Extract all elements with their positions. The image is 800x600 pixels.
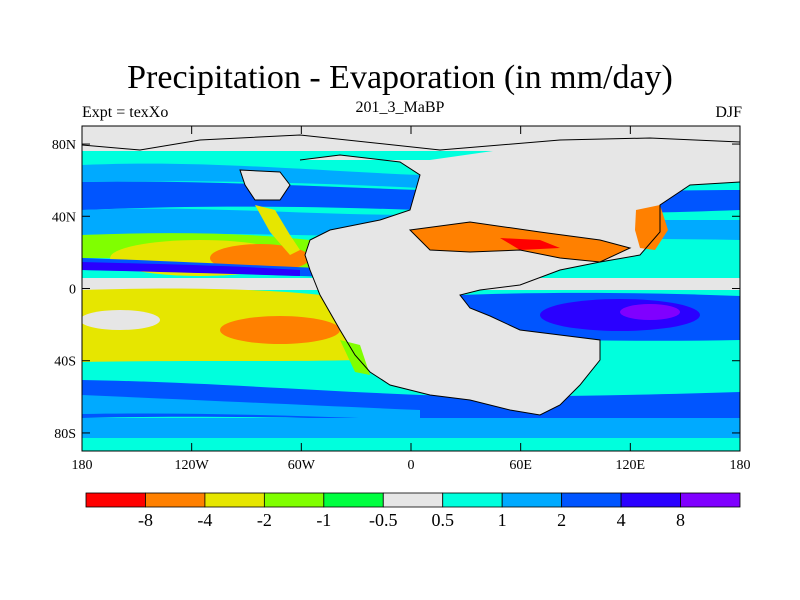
colorbar-swatch [501, 492, 563, 508]
precip-evap-field [82, 126, 740, 451]
colorbar-swatch [680, 492, 741, 508]
plot-title: Precipitation - Evaporation (in mm/day) [127, 59, 673, 96]
colorbar-swatch [561, 492, 622, 508]
y-tick-label: 0 [69, 283, 76, 298]
colorbar-label: 8 [676, 510, 685, 530]
colorbar-label: -2 [257, 510, 272, 530]
south-pacific-dry-edge [82, 310, 160, 330]
coastline-arctic [82, 134, 740, 151]
colorbar-label: -4 [197, 510, 212, 530]
continent-africa-dry-core [500, 238, 560, 250]
y-tick-label: 40S [54, 355, 76, 370]
x-tick-label: 60W [288, 458, 316, 473]
continent-southern-fringe [340, 340, 370, 375]
x-tick-label: 180 [72, 458, 93, 473]
continent-north-west [240, 170, 290, 200]
coastline [82, 134, 740, 416]
coastline-africa [408, 221, 632, 263]
coastline-north-west [239, 169, 291, 201]
south-indian-max [620, 304, 680, 320]
continent-andes-strip [255, 205, 300, 255]
colorbar: -8 -4 -2 -1 -0.5 0.5 1 2 4 8 [85, 492, 741, 530]
colorbar-label: -8 [138, 510, 153, 530]
colorbar-label: 1 [498, 510, 507, 530]
x-tick-label: 180 [730, 458, 751, 473]
experiment-label: Expt = texXo [82, 104, 169, 121]
x-tick-label: 0 [408, 458, 415, 473]
colorbar-swatch [145, 492, 206, 508]
y-tick-label: 80S [54, 427, 76, 442]
y-tick-label: 40N [52, 210, 76, 225]
y-tick-label: 80N [52, 138, 76, 153]
colorbar-swatch [442, 492, 503, 508]
colorbar-swatch [85, 492, 146, 508]
colorbar-swatch [204, 492, 265, 508]
colorbar-swatch [263, 492, 325, 508]
x-tick-label: 60E [509, 458, 532, 473]
colorbar-swatch [382, 492, 444, 508]
south-pacific-dry-core [220, 316, 340, 344]
colorbar-swatch [323, 492, 384, 508]
colorbar-label: 0.5 [431, 510, 454, 530]
colorbar-label: 4 [617, 510, 626, 530]
colorbar-label: 2 [557, 510, 566, 530]
season-label: DJF [715, 104, 742, 121]
coastline-main [299, 154, 740, 416]
colorbar-label: -0.5 [369, 510, 398, 530]
colorbar-swatch [620, 492, 681, 508]
itcz-north-core [82, 262, 300, 276]
x-tick-label: 120E [616, 458, 646, 473]
continent-americas-asia [300, 140, 740, 415]
map-axes: 80N 40N 0 40S 80S 180 120W 60W 0 60E 120E 180 [52, 126, 751, 473]
x-tick-label: 120W [175, 458, 210, 473]
south-storm-band-light [82, 395, 420, 420]
colorbar-label: -1 [316, 510, 331, 530]
plot-subtitle: 201_3_MaBP [355, 99, 445, 116]
